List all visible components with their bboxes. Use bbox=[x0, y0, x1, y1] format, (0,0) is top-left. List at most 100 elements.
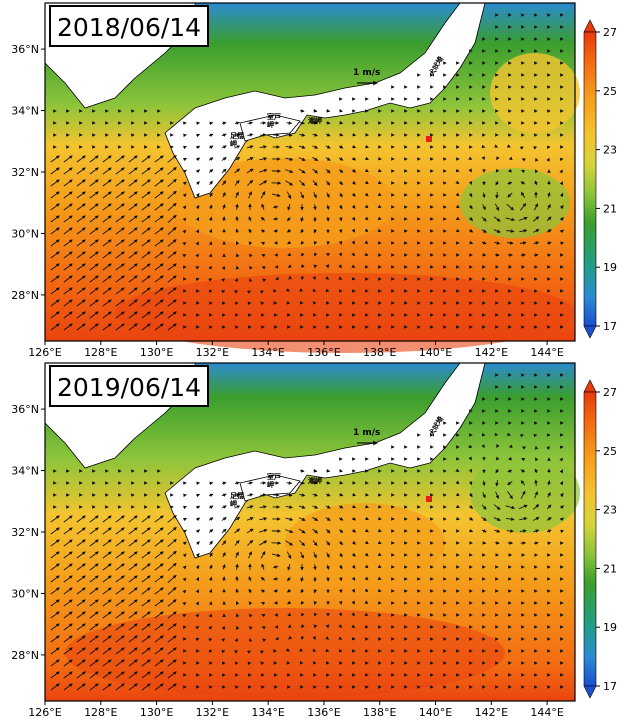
colorbar-2019: 17 19 21 23 25 27 bbox=[584, 380, 617, 698]
current-vector bbox=[288, 627, 289, 628]
colorbar-tick-label: 19 bbox=[603, 621, 617, 634]
lon-tick-label: 142°E bbox=[475, 346, 508, 359]
current-vector bbox=[482, 255, 485, 256]
current-vector bbox=[326, 471, 329, 472]
colorbar-2018: 17 19 21 23 25 27 bbox=[584, 20, 617, 338]
date-label: 2019/06/14 bbox=[57, 373, 201, 402]
current-vector bbox=[262, 267, 263, 268]
current-vector bbox=[184, 495, 186, 496]
lon-tick-label: 134°E bbox=[251, 346, 284, 359]
current-vector bbox=[328, 217, 329, 221]
station-marker bbox=[426, 496, 432, 502]
lon-tick-label: 134°E bbox=[251, 706, 284, 719]
lat-tick-label: 34°N bbox=[11, 465, 39, 478]
current-vector bbox=[470, 159, 471, 160]
lat-tick-label: 32°N bbox=[11, 526, 39, 539]
lon-tick-label: 126°E bbox=[28, 346, 61, 359]
lat-tick-label: 28°N bbox=[11, 289, 39, 302]
colorbar-tick-label: 27 bbox=[603, 386, 617, 399]
lon-tick-label: 132°E bbox=[196, 346, 229, 359]
map-panel-2018: 1 m/s 室戸岬 足摺岬 潮岬 犬吠埼 2018/06/14 28°N30°N… bbox=[11, 3, 580, 359]
colorbar-tick-label: 21 bbox=[603, 562, 617, 575]
scale-label: 1 m/s bbox=[353, 68, 380, 78]
current-vector bbox=[536, 480, 537, 486]
current-vector bbox=[211, 254, 212, 256]
current-vector bbox=[340, 639, 341, 640]
lat-tick-label: 34°N bbox=[11, 105, 39, 118]
cape-shionomisaki-label: 潮岬 bbox=[308, 116, 322, 125]
current-vector bbox=[353, 483, 356, 484]
current-vector bbox=[341, 602, 342, 604]
current-vector bbox=[549, 158, 550, 159]
colorbar-tick-label: 17 bbox=[603, 680, 617, 693]
lat-tick-label: 32°N bbox=[11, 166, 39, 179]
lon-tick-label: 136°E bbox=[307, 706, 340, 719]
warm-loop bbox=[285, 503, 445, 583]
cape-shionomisaki-label: 潮岬 bbox=[308, 476, 322, 485]
lon-tick-label: 136°E bbox=[307, 346, 340, 359]
current-vector bbox=[341, 614, 342, 616]
current-vector bbox=[286, 483, 291, 484]
current-vector bbox=[211, 590, 212, 593]
colorbar-tick-label: 25 bbox=[603, 85, 617, 98]
current-vector bbox=[210, 279, 211, 280]
current-vector bbox=[549, 447, 550, 448]
lat-tick-label: 36°N bbox=[11, 43, 39, 56]
current-vector bbox=[523, 447, 524, 448]
lon-tick-label: 126°E bbox=[28, 706, 61, 719]
date-label: 2018/06/14 bbox=[57, 13, 201, 42]
lon-tick-label: 132°E bbox=[196, 706, 229, 719]
current-vector bbox=[353, 123, 356, 124]
lat-tick-label: 30°N bbox=[11, 587, 39, 600]
cool-eddy-east bbox=[460, 168, 570, 238]
current-vector bbox=[379, 591, 381, 592]
current-vector bbox=[495, 255, 499, 256]
current-vector bbox=[224, 279, 225, 280]
lat-axis: 28°N 30°N 32°N 34°N 36°N bbox=[11, 43, 45, 302]
current-vector bbox=[184, 135, 186, 136]
current-vector bbox=[341, 242, 342, 244]
current-vector bbox=[366, 255, 368, 256]
current-vector bbox=[300, 111, 304, 112]
current-vector bbox=[340, 279, 341, 280]
colorbar-tick-label: 19 bbox=[603, 261, 617, 274]
current-vector bbox=[497, 192, 498, 198]
current-vector bbox=[300, 471, 304, 472]
lat-tick-label: 30°N bbox=[11, 227, 39, 240]
current-vector bbox=[211, 614, 212, 616]
colorbar-tick-label: 25 bbox=[603, 445, 617, 458]
colorbar-tick-label: 17 bbox=[603, 320, 617, 333]
lon-tick-label: 138°E bbox=[363, 346, 396, 359]
current-vector bbox=[262, 627, 263, 628]
colorbar-tick-label: 23 bbox=[603, 144, 617, 157]
current-vector bbox=[328, 639, 329, 640]
map-panel-2019: 1 m/s 室戸岬 足摺岬 潮岬 犬吠埼 2019/06/14 28°N30°N… bbox=[11, 363, 580, 719]
lat-tick-label: 36°N bbox=[11, 403, 39, 416]
current-vector bbox=[328, 577, 329, 581]
lon-tick-label: 130°E bbox=[140, 706, 173, 719]
lon-tick-label: 138°E bbox=[363, 706, 396, 719]
lon-tick-label: 142°E bbox=[475, 706, 508, 719]
current-vector bbox=[484, 446, 485, 447]
current-vector bbox=[341, 254, 342, 256]
current-vector bbox=[197, 483, 200, 484]
current-vector bbox=[210, 639, 211, 640]
current-vector bbox=[522, 159, 523, 160]
lon-tick-label: 144°E bbox=[530, 346, 563, 359]
colorbar-tick-label: 27 bbox=[603, 26, 617, 39]
current-vector bbox=[484, 481, 485, 486]
current-vector bbox=[366, 615, 368, 616]
current-vector bbox=[224, 639, 225, 640]
lon-tick-label: 130°E bbox=[140, 346, 173, 359]
cool-eddy-northeast bbox=[490, 53, 580, 133]
colorbar-tick-label: 23 bbox=[603, 504, 617, 517]
scale-label: 1 m/s bbox=[353, 428, 380, 438]
current-vector bbox=[470, 447, 472, 448]
lon-tick-label: 144°E bbox=[530, 706, 563, 719]
cool-eddy-east bbox=[470, 453, 580, 533]
current-vector bbox=[379, 231, 381, 232]
current-vector bbox=[286, 123, 291, 124]
colorbar-tick-label: 21 bbox=[603, 202, 617, 215]
current-vector bbox=[497, 158, 498, 159]
